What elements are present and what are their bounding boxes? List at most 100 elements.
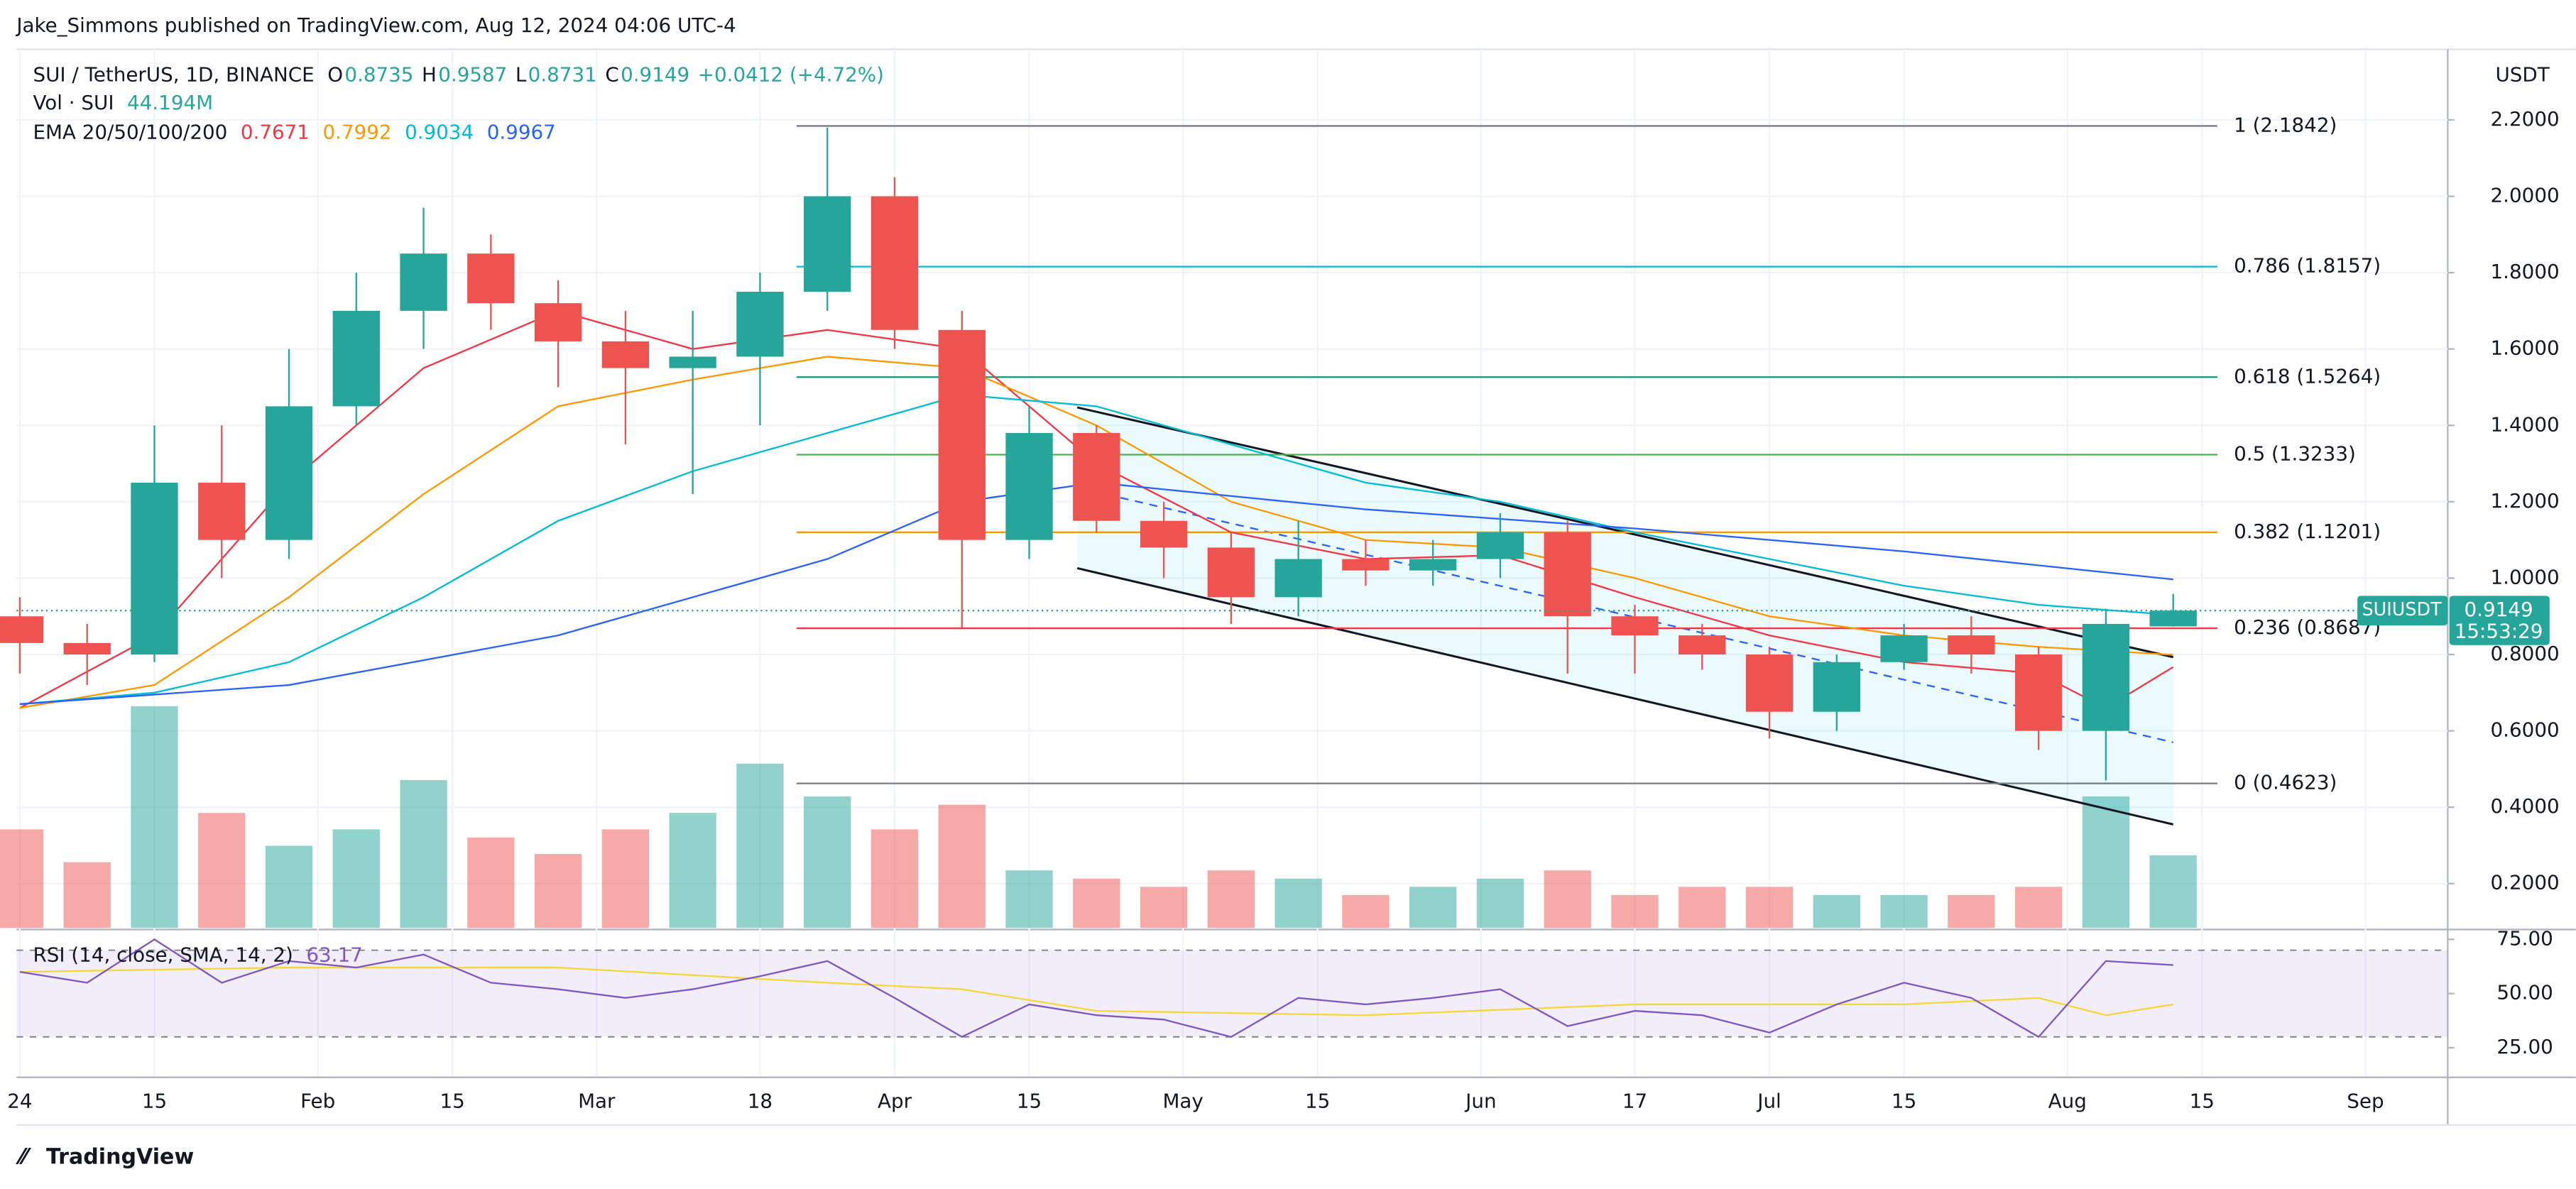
fib-label: 1 (2.1842) (2234, 113, 2337, 136)
candle-body (400, 253, 447, 311)
price-tag-value: 0.9149 (2465, 598, 2533, 621)
ohlc-key: L (515, 62, 527, 86)
x-tick-label: 24 (7, 1089, 32, 1112)
ohlc-key: H (422, 62, 437, 86)
candle-body (736, 291, 784, 357)
candle-body (2014, 654, 2063, 731)
countdown: 15:53:29 (2455, 619, 2543, 642)
y-tick-label: 2.2000 (2491, 107, 2560, 131)
rsi-band (16, 950, 2448, 1037)
rsi-sma-line (19, 966, 2173, 1017)
volume-bar (1611, 894, 1659, 928)
y-tick-label: 0.2000 (2491, 871, 2560, 894)
brand: TradingView (46, 1145, 194, 1170)
volume-bar (131, 706, 178, 928)
candle-body (1409, 559, 1457, 571)
x-tick-label: Feb (300, 1089, 335, 1112)
rsi-tick-label: 75.00 (2496, 926, 2553, 950)
volume-bar (0, 829, 44, 928)
y-tick-label: 1.6000 (2491, 336, 2560, 360)
fib-label: 0.618 (1.5264) (2234, 364, 2381, 388)
ema-legend: EMA 20/50/100/200 (33, 120, 227, 143)
fib-label: 0.382 (1.1201) (2234, 520, 2381, 543)
x-tick-label: 15 (1892, 1089, 1916, 1112)
ohlc-value: 0.9587 (438, 62, 507, 86)
ohlc-value: 0.8731 (528, 62, 597, 86)
symbol-tag-label: SUIUSDT (2362, 598, 2442, 620)
volume-bar (63, 862, 111, 928)
candle-body (1342, 559, 1390, 571)
candle-body (2082, 623, 2130, 731)
ema-value: 0.7992 (322, 120, 391, 143)
volume-bar (1745, 887, 1794, 928)
candle-body (1073, 433, 1120, 521)
x-tick-label: 15 (142, 1089, 167, 1112)
candle-body (1880, 635, 1928, 662)
candle-body (1140, 520, 1188, 548)
x-tick-label: Aug (2048, 1089, 2087, 1112)
volume-bar (938, 804, 986, 928)
candle-body (1948, 635, 1995, 655)
x-tick-label: Jun (1464, 1089, 1496, 1112)
volume-bar (669, 813, 716, 928)
candle-body (669, 356, 716, 368)
x-tick-label: 17 (1622, 1089, 1647, 1112)
ema-value: 0.9967 (487, 120, 556, 143)
x-tick-label: 15 (1017, 1089, 1042, 1112)
volume-bar (1140, 887, 1188, 928)
ohlc-value: 0.9149 (621, 62, 689, 86)
volume-bar (871, 829, 919, 928)
fib-label: 0.786 (1.8157) (2234, 254, 2381, 278)
y-tick-label: 1.0000 (2491, 565, 2560, 588)
volume-bar (1880, 894, 1928, 928)
y-tick-label: 1.8000 (2491, 260, 2560, 283)
rsi-value: 63.17 (306, 943, 362, 966)
candle-body (1813, 662, 1860, 712)
volume-bar (804, 796, 851, 928)
fib-label: 0.236 (0.8687) (2234, 615, 2381, 639)
candle-body (534, 303, 582, 341)
volume-bar (1409, 887, 1457, 928)
x-tick-label: Apr (878, 1089, 912, 1112)
volume-bar (1073, 878, 1120, 928)
y-tick-label: 2.0000 (2491, 184, 2560, 207)
volume-bar (467, 837, 515, 928)
volume-bar (736, 763, 784, 928)
y-tick-label: 0.6000 (2491, 718, 2560, 742)
candle-body (871, 196, 919, 330)
volume-legend: Vol · SUI (33, 91, 114, 114)
candle-body (1275, 559, 1322, 598)
candle-body (131, 482, 178, 655)
volume-bar (1476, 878, 1524, 928)
volume-bar (1544, 870, 1591, 928)
rsi-legend: RSI (14, close, SMA, 14, 2) (33, 943, 293, 966)
header: Jake_Simmons published on TradingView.co… (15, 13, 736, 37)
candle-body (804, 196, 851, 292)
candle-body (1005, 433, 1053, 540)
price-tag (2449, 596, 2550, 645)
volume-bar (332, 829, 380, 928)
x-tick-label: 18 (748, 1089, 773, 1112)
volume-bar (198, 813, 246, 928)
y-tick-label: 1.4000 (2491, 412, 2560, 436)
candle-body (1679, 635, 1726, 655)
fib-label: 0 (0.4623) (2234, 771, 2337, 794)
candle-body (198, 482, 246, 540)
ohlc-key: O (327, 62, 343, 86)
candle-body (0, 616, 44, 643)
fib-label: 0.5 (1.3233) (2234, 442, 2356, 466)
candle-body (601, 341, 650, 368)
volume-bar (1275, 878, 1322, 928)
candle-body (332, 310, 380, 407)
volume-bar (2082, 796, 2130, 928)
candle-body (1207, 547, 1255, 598)
x-tick-label: Mar (578, 1089, 616, 1112)
x-tick-label: 15 (1305, 1089, 1330, 1112)
volume-bar (601, 829, 650, 928)
symbol-title: SUI / TetherUS, 1D, BINANCE (33, 62, 314, 86)
volume-bar (2149, 855, 2197, 928)
channel-fill (1077, 407, 2173, 825)
ema-line (19, 309, 2174, 709)
ohlc-value: 0.8735 (344, 62, 413, 86)
x-tick-label: 15 (2190, 1089, 2215, 1112)
